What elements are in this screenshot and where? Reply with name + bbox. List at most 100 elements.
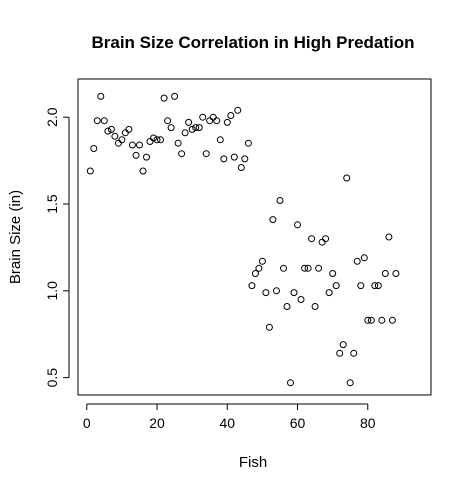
data-point bbox=[230, 153, 238, 161]
data-point bbox=[367, 316, 375, 324]
data-point bbox=[171, 92, 179, 100]
data-point bbox=[150, 134, 157, 142]
data-point bbox=[269, 216, 277, 224]
data-point bbox=[276, 197, 284, 204]
x-tick-label: 40 bbox=[219, 415, 235, 431]
data-point bbox=[185, 118, 193, 126]
data-point bbox=[322, 235, 330, 243]
plot-frame bbox=[77, 78, 432, 396]
data-point bbox=[297, 296, 305, 303]
data-point bbox=[392, 270, 400, 277]
x-axis: 0 20 40 60 80 bbox=[83, 403, 376, 431]
data-point bbox=[265, 323, 273, 331]
data-point bbox=[241, 155, 249, 163]
data-point bbox=[121, 129, 129, 137]
x-tick-label: 80 bbox=[360, 415, 376, 431]
data-point bbox=[209, 113, 217, 121]
x-tick-label: 0 bbox=[83, 415, 91, 431]
data-point bbox=[248, 282, 256, 290]
x-tick-label: 20 bbox=[149, 415, 165, 431]
y-tick-label: 0.5 bbox=[44, 368, 60, 388]
data-point bbox=[202, 150, 210, 158]
data-points bbox=[86, 92, 400, 387]
data-point bbox=[107, 125, 115, 133]
data-point bbox=[357, 282, 365, 290]
data-point bbox=[343, 174, 351, 182]
data-point bbox=[118, 136, 126, 144]
data-point bbox=[290, 289, 298, 297]
data-point bbox=[374, 282, 382, 290]
data-point bbox=[153, 136, 161, 144]
data-point bbox=[346, 379, 354, 387]
data-point bbox=[258, 257, 266, 265]
data-point bbox=[311, 303, 319, 310]
data-point bbox=[381, 270, 389, 277]
data-point bbox=[206, 117, 214, 125]
data-point bbox=[167, 124, 175, 132]
data-point bbox=[128, 141, 136, 149]
data-point bbox=[244, 139, 252, 147]
data-point bbox=[213, 117, 221, 125]
data-point bbox=[139, 167, 147, 175]
data-point bbox=[339, 341, 347, 349]
x-axis-label: Fish bbox=[239, 454, 267, 471]
data-point bbox=[220, 155, 228, 163]
data-point bbox=[262, 289, 270, 297]
data-point bbox=[192, 124, 200, 132]
data-point bbox=[216, 136, 224, 144]
data-point bbox=[255, 264, 263, 272]
data-point bbox=[160, 94, 168, 102]
data-point bbox=[280, 264, 287, 272]
data-point bbox=[304, 264, 312, 272]
data-point bbox=[157, 136, 164, 144]
data-point bbox=[199, 113, 207, 121]
data-point bbox=[364, 316, 372, 324]
data-point bbox=[251, 270, 259, 277]
x-tick-label: 60 bbox=[290, 415, 306, 431]
data-point bbox=[174, 139, 182, 147]
data-point bbox=[294, 221, 301, 229]
y-tick-label: 2.0 bbox=[44, 107, 60, 127]
data-point bbox=[336, 349, 344, 357]
data-point bbox=[315, 264, 323, 272]
chart-title: Brain Size Correlation in High Predation bbox=[91, 33, 414, 52]
data-point bbox=[136, 141, 143, 149]
data-point bbox=[90, 145, 98, 152]
data-point bbox=[178, 150, 186, 158]
data-point bbox=[181, 129, 189, 137]
y-axis: 0.5 1.0 1.5 2.0 bbox=[44, 107, 70, 388]
data-point bbox=[360, 254, 368, 262]
data-point bbox=[93, 117, 101, 125]
y-tick-label: 1.0 bbox=[44, 281, 60, 301]
data-point bbox=[132, 151, 140, 159]
data-point bbox=[146, 138, 154, 145]
data-point bbox=[104, 127, 112, 135]
data-point bbox=[388, 316, 396, 324]
data-point bbox=[227, 112, 235, 119]
data-point bbox=[273, 287, 280, 295]
data-point bbox=[283, 303, 291, 310]
data-point bbox=[143, 153, 150, 161]
y-axis-label: Brain Size (in) bbox=[7, 190, 24, 284]
data-point bbox=[385, 233, 393, 241]
data-point bbox=[125, 125, 133, 133]
data-point bbox=[188, 125, 196, 133]
data-point bbox=[237, 164, 245, 171]
data-point bbox=[353, 257, 361, 265]
data-point bbox=[100, 117, 108, 125]
data-point bbox=[308, 235, 316, 243]
data-point bbox=[301, 264, 309, 272]
data-point bbox=[195, 124, 203, 132]
data-point bbox=[164, 117, 172, 125]
data-point bbox=[350, 349, 358, 357]
data-point bbox=[378, 316, 386, 324]
data-point bbox=[287, 379, 294, 387]
data-point bbox=[332, 282, 340, 290]
data-point bbox=[325, 289, 333, 297]
data-point bbox=[97, 92, 105, 100]
data-point bbox=[86, 167, 94, 175]
data-point bbox=[223, 118, 231, 126]
data-point bbox=[371, 282, 379, 290]
y-tick-label: 1.5 bbox=[44, 194, 60, 214]
